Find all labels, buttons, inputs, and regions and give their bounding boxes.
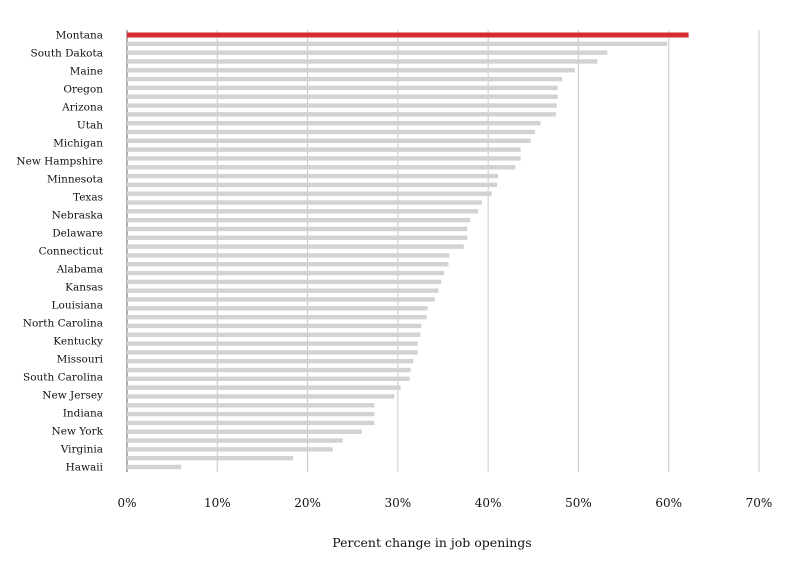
bar (127, 464, 182, 470)
bar (127, 420, 375, 426)
bars (127, 32, 689, 470)
bar (127, 147, 521, 152)
bar (127, 200, 482, 205)
bar (127, 182, 498, 188)
bar (127, 120, 541, 126)
bar (127, 403, 375, 408)
category-label: South Dakota (31, 48, 103, 60)
bar (127, 262, 449, 267)
category-label: Louisiana (52, 300, 103, 312)
bar (127, 41, 667, 47)
category-label: Michigan (53, 138, 103, 150)
category-label: Minnesota (47, 174, 103, 186)
category-label: New Jersey (42, 390, 103, 402)
category-label: Kansas (65, 282, 103, 294)
x-tick-label: 10% (204, 496, 231, 510)
category-label: New Hampshire (16, 156, 103, 168)
bar (127, 253, 450, 258)
x-tick-label: 50% (565, 496, 592, 510)
category-label: Missouri (57, 354, 104, 366)
category-label: Arizona (61, 102, 103, 114)
category-label: New York (52, 426, 104, 438)
bar (127, 314, 427, 320)
category-label: Connecticut (39, 246, 104, 258)
bar (127, 447, 333, 452)
bar (127, 112, 556, 117)
bar (127, 226, 468, 232)
bar (127, 350, 418, 355)
category-label: Alabama (56, 264, 103, 276)
bar (127, 129, 536, 135)
bar (127, 332, 421, 337)
bar (127, 156, 521, 161)
bar (127, 191, 492, 196)
bar (127, 323, 422, 329)
bar (127, 288, 439, 293)
bar (127, 50, 608, 55)
bar (127, 279, 442, 285)
category-label: Maine (70, 66, 103, 78)
bar-highlight (127, 32, 689, 38)
bar (127, 297, 435, 302)
category-label: Texas (73, 192, 103, 204)
x-tick-label: 60% (655, 496, 682, 510)
x-tick-label: 40% (475, 496, 502, 510)
category-label: Utah (77, 120, 103, 132)
category-label: Kentucky (53, 336, 103, 348)
bar (127, 306, 428, 311)
bar (127, 165, 516, 170)
category-label: North Carolina (23, 318, 103, 330)
bar (127, 270, 444, 276)
bar (127, 455, 294, 461)
bar (127, 217, 471, 223)
category-labels: Montana South Dakota Maine Oregon Arizona Uta… (16, 30, 103, 474)
category-label: South Carolina (23, 372, 103, 384)
category-label: Indiana (63, 408, 103, 420)
bar (127, 173, 499, 179)
x-tick-label: 20% (294, 496, 321, 510)
category-label: Hawaii (66, 462, 104, 474)
x-tick-label: 70% (746, 496, 773, 510)
bar (127, 76, 563, 82)
bar (127, 385, 401, 390)
x-axis-title: Percent change in job openings (332, 535, 531, 550)
bar (127, 429, 362, 434)
category-label: Nebraska (52, 210, 103, 222)
category-label: Montana (56, 30, 103, 42)
x-tick-label: 30% (385, 496, 412, 510)
bar (127, 341, 418, 346)
bar (127, 68, 575, 73)
x-tick-labels: 0% 10% 20% 30% 40% 50% 60% 70% (117, 496, 772, 510)
bar (127, 59, 598, 64)
bar (127, 138, 531, 143)
bar (127, 103, 557, 108)
bar (127, 411, 375, 417)
bar (127, 244, 464, 249)
bar (127, 438, 343, 443)
x-tick-label: 0% (117, 496, 136, 510)
bar (127, 367, 411, 373)
category-label: Delaware (52, 228, 103, 240)
bar (127, 209, 479, 214)
bar (127, 85, 558, 91)
bar (127, 94, 558, 99)
bar (127, 235, 468, 240)
category-label: Oregon (63, 84, 103, 96)
bar (127, 359, 414, 364)
bar (127, 376, 410, 382)
category-label: Virginia (60, 444, 103, 456)
bar (127, 394, 395, 399)
